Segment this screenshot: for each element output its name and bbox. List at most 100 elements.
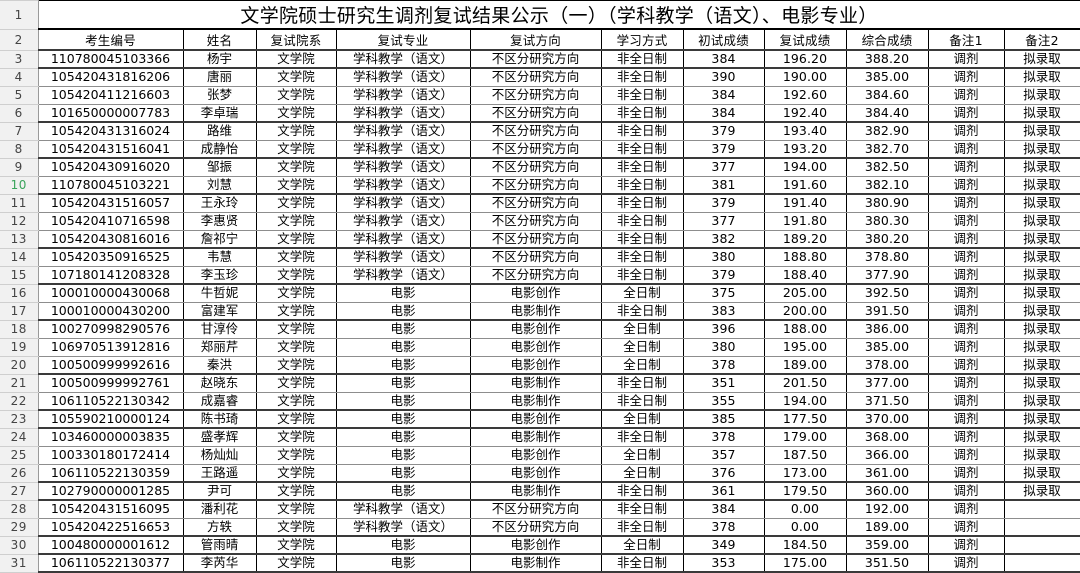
table-row[interactable]: 9 105420430916020 邹振 文学院 学科教学（语文） 不区分研究方向 非全日制…: [0, 157, 1080, 177]
cell-first-exam-score[interactable]: 381: [682, 175, 765, 195]
row-header-10[interactable]: 10: [0, 176, 39, 195]
table-row[interactable]: 19 106970513912816 郑丽芹 文学院 电影 电影创作 全日制 380 195.0…: [0, 337, 1080, 357]
cell-retest-department[interactable]: 文学院: [255, 319, 337, 339]
row-header-9[interactable]: 9: [0, 158, 39, 177]
cell-candidate-name[interactable]: 王永玲: [182, 193, 257, 213]
cell-remark-2[interactable]: [1003, 499, 1080, 519]
cell-retest-direction[interactable]: 不区分研究方向: [469, 175, 602, 195]
cell-retest-department[interactable]: 文学院: [255, 229, 337, 249]
cell-retest-major[interactable]: 学科教学（语文）: [335, 103, 471, 123]
cell-candidate-name[interactable]: 管雨晴: [182, 535, 257, 555]
cell-retest-direction[interactable]: 不区分研究方向: [469, 229, 602, 249]
cell-retest-department[interactable]: 文学院: [255, 139, 337, 159]
row-header-20[interactable]: 20: [0, 356, 39, 375]
cell-retest-department[interactable]: 文学院: [255, 121, 337, 141]
cell-remark-2[interactable]: [1003, 535, 1080, 555]
cell-retest-major[interactable]: 电影: [335, 373, 471, 393]
cell-candidate-id[interactable]: 105420410716598: [37, 211, 184, 231]
cell-remark-2[interactable]: 拟录取: [1003, 229, 1080, 249]
cell-retest-direction[interactable]: 电影制作: [469, 391, 602, 411]
cell-candidate-name[interactable]: 成静怡: [182, 139, 257, 159]
cell-remark-2[interactable]: 拟录取: [1003, 49, 1080, 69]
cell-retest-direction[interactable]: 不区分研究方向: [469, 247, 602, 267]
cell-candidate-id[interactable]: 105420430916020: [37, 157, 184, 177]
cell-retest-department[interactable]: 文学院: [255, 283, 337, 303]
cell-remark-2[interactable]: 拟录取: [1003, 409, 1080, 429]
cell-candidate-id[interactable]: 106110522130342: [37, 391, 184, 411]
cell-retest-department[interactable]: 文学院: [255, 445, 337, 465]
cell-retest-major[interactable]: 电影: [335, 355, 471, 375]
cell-composite-score[interactable]: 380.90: [845, 193, 929, 213]
column-header-fushi-chengji[interactable]: 复试成绩: [763, 28, 847, 51]
column-header-beizhu2[interactable]: 备注2: [1003, 28, 1080, 51]
cell-candidate-id[interactable]: 105420430816016: [37, 229, 184, 249]
cell-remark-1[interactable]: 调剂: [927, 283, 1005, 303]
cell-retest-score[interactable]: 193.20: [763, 139, 847, 159]
cell-candidate-name[interactable]: 李玉珍: [182, 265, 257, 285]
cell-first-exam-score[interactable]: 379: [682, 139, 765, 159]
cell-remark-1[interactable]: 调剂: [927, 517, 1005, 537]
cell-remark-1[interactable]: 调剂: [927, 103, 1005, 123]
cell-candidate-name[interactable]: 杨灿灿: [182, 445, 257, 465]
row-header-15[interactable]: 15: [0, 266, 39, 285]
cell-study-mode[interactable]: 全日制: [600, 337, 684, 357]
row-header-7[interactable]: 7: [0, 122, 39, 141]
cell-composite-score[interactable]: 377.00: [845, 373, 929, 393]
cell-composite-score[interactable]: 391.50: [845, 301, 929, 321]
table-row[interactable]: 16 100010000430068 牛哲妮 文学院 电影 电影创作 全日制 375 205.0…: [0, 283, 1080, 303]
cell-retest-direction[interactable]: 不区分研究方向: [469, 139, 602, 159]
cell-retest-score[interactable]: 195.00: [763, 337, 847, 357]
cell-study-mode[interactable]: 全日制: [600, 463, 684, 483]
cell-study-mode[interactable]: 非全日制: [600, 301, 684, 321]
cell-retest-score[interactable]: 191.80: [763, 211, 847, 231]
cell-study-mode[interactable]: 非全日制: [600, 265, 684, 285]
cell-retest-score[interactable]: 0.00: [763, 499, 847, 519]
cell-remark-1[interactable]: 调剂: [927, 301, 1005, 321]
cell-remark-1[interactable]: 调剂: [927, 535, 1005, 555]
cell-first-exam-score[interactable]: 396: [682, 319, 765, 339]
row-header-17[interactable]: 17: [0, 302, 39, 321]
cell-retest-score[interactable]: 194.00: [763, 157, 847, 177]
cell-retest-department[interactable]: 文学院: [255, 157, 337, 177]
row-header-19[interactable]: 19: [0, 338, 39, 357]
cell-candidate-id[interactable]: 100010000430200: [37, 301, 184, 321]
cell-retest-major[interactable]: 电影: [335, 481, 471, 501]
row-header-18[interactable]: 18: [0, 320, 39, 339]
cell-retest-major[interactable]: 电影: [335, 337, 471, 357]
cell-study-mode[interactable]: 非全日制: [600, 229, 684, 249]
row-header-13[interactable]: 13: [0, 230, 39, 249]
cell-retest-major[interactable]: 电影: [335, 553, 471, 573]
cell-retest-direction[interactable]: 不区分研究方向: [469, 265, 602, 285]
cell-candidate-name[interactable]: 詹祁宁: [182, 229, 257, 249]
cell-study-mode[interactable]: 非全日制: [600, 553, 684, 573]
cell-study-mode[interactable]: 非全日制: [600, 85, 684, 105]
cell-retest-major[interactable]: 学科教学（语文）: [335, 67, 471, 87]
cell-remark-2[interactable]: 拟录取: [1003, 391, 1080, 411]
row-header-11[interactable]: 11: [0, 194, 39, 213]
table-row[interactable]: 22 106110522130342 成嘉睿 文学院 电影 电影制作 非全日制 355 194.…: [0, 391, 1080, 411]
cell-first-exam-score[interactable]: 379: [682, 121, 765, 141]
cell-remark-2[interactable]: 拟录取: [1003, 355, 1080, 375]
cell-candidate-name[interactable]: 李惠贤: [182, 211, 257, 231]
cell-remark-2[interactable]: 拟录取: [1003, 481, 1080, 501]
cell-remark-2[interactable]: 拟录取: [1003, 373, 1080, 393]
cell-retest-score[interactable]: 175.00: [763, 553, 847, 573]
cell-first-exam-score[interactable]: 355: [682, 391, 765, 411]
cell-study-mode[interactable]: 全日制: [600, 283, 684, 303]
cell-retest-direction[interactable]: 电影制作: [469, 301, 602, 321]
table-row[interactable]: 28 105420431516095 潘利花 文学院 学科教学（语文） 不区分研究方向 非全…: [0, 499, 1080, 519]
cell-candidate-id[interactable]: 100480000001612: [37, 535, 184, 555]
table-row[interactable]: 5 105420411216603 张梦 文学院 学科教学（语文） 不区分研究方向 非全日制…: [0, 85, 1080, 105]
cell-candidate-name[interactable]: 刘慧: [182, 175, 257, 195]
cell-candidate-name[interactable]: 杨宇: [182, 49, 257, 69]
cell-retest-direction[interactable]: 电影创作: [469, 535, 602, 555]
cell-remark-1[interactable]: 调剂: [927, 229, 1005, 249]
cell-retest-score[interactable]: 0.00: [763, 517, 847, 537]
cell-retest-department[interactable]: 文学院: [255, 499, 337, 519]
cell-study-mode[interactable]: 非全日制: [600, 103, 684, 123]
cell-remark-2[interactable]: 拟录取: [1003, 427, 1080, 447]
cell-retest-direction[interactable]: 电影制作: [469, 427, 602, 447]
cell-retest-direction[interactable]: 不区分研究方向: [469, 67, 602, 87]
cell-first-exam-score[interactable]: 351: [682, 373, 765, 393]
cell-retest-major[interactable]: 学科教学（语文）: [335, 211, 471, 231]
